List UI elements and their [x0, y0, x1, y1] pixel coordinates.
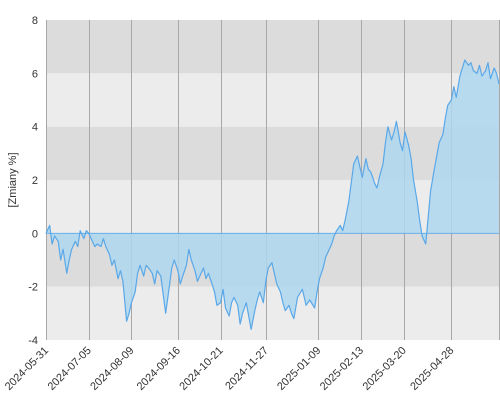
series-area [46, 60, 499, 330]
y-band [46, 73, 499, 127]
y-tick-label: 8 [32, 15, 38, 27]
x-tick-label: 2025-01-09 [275, 345, 323, 393]
y-band [46, 20, 499, 74]
x-tick-label: 2024-07-05 [46, 345, 94, 393]
x-tick-label: 2024-08-09 [88, 345, 136, 393]
y-axis-title: [Zmiany %] [7, 152, 19, 207]
x-tick-label: 2024-11-27 [223, 345, 271, 393]
y-tick-label: -4 [28, 335, 38, 347]
y-band [46, 286, 499, 340]
y-tick-label: 0 [32, 228, 38, 240]
y-band [46, 180, 499, 234]
y-tick-label: 4 [32, 122, 38, 134]
y-tick-label: -2 [28, 282, 38, 294]
series-line [45, 59, 500, 330]
x-tick-label: 2025-02-13 [318, 345, 366, 393]
x-tick-label: 2024-10-21 [177, 345, 225, 393]
plot-bands [46, 20, 499, 340]
series-layer [45, 59, 500, 330]
x-axis-ticks: 2024-05-312024-07-052024-08-092024-09-16… [3, 345, 457, 393]
y-band [46, 126, 499, 180]
x-tick-label: 2025-04-28 [408, 345, 456, 393]
y-tick-label: 2 [32, 175, 38, 187]
y-tick-label: 6 [32, 68, 38, 80]
x-tick-label: 2024-09-16 [135, 345, 183, 393]
x-tick-label: 2025-03-20 [361, 345, 409, 393]
y-axis-ticks: -4 -2 0 2 4 6 8 [28, 15, 38, 347]
x-tick-label: 2024-05-31 [3, 345, 51, 393]
